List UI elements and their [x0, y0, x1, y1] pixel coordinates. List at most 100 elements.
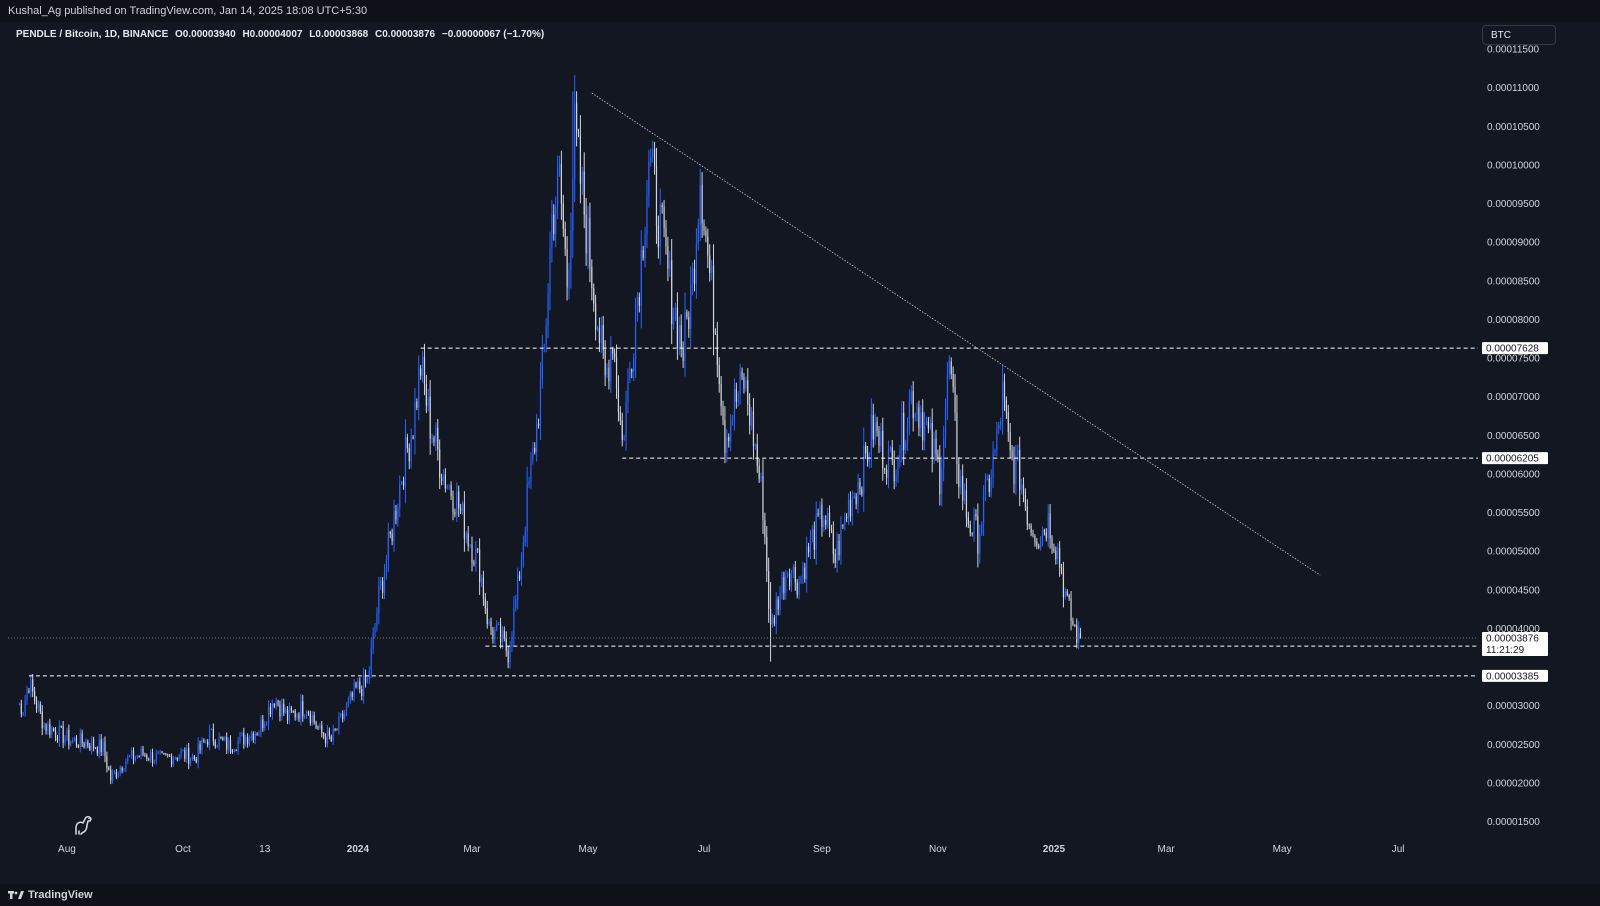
candle	[783, 571, 785, 600]
candle	[277, 699, 279, 707]
candle-body	[161, 751, 163, 753]
candle-body	[762, 476, 764, 521]
candle	[336, 728, 338, 731]
candle	[300, 693, 302, 726]
candle	[465, 531, 467, 544]
candle-body	[321, 725, 323, 734]
candle-body	[882, 431, 884, 469]
candle-body	[756, 444, 758, 467]
candle	[962, 464, 964, 511]
candle-body	[718, 364, 720, 385]
candle-body	[30, 679, 32, 693]
candle	[20, 699, 22, 718]
candle-body	[186, 748, 188, 759]
candle-body	[283, 703, 285, 713]
candle	[895, 469, 897, 487]
candle-body	[699, 184, 701, 225]
candle-body	[518, 575, 521, 580]
candle-body	[948, 361, 950, 375]
candle	[866, 445, 869, 467]
candle-body	[96, 748, 98, 754]
candle	[638, 292, 640, 313]
candle	[990, 469, 992, 498]
candle-body	[91, 739, 93, 750]
candle-body	[648, 161, 650, 196]
candle	[77, 744, 79, 749]
candle	[479, 538, 481, 596]
candle-body	[347, 699, 350, 706]
candle-body	[106, 756, 108, 768]
candle	[262, 714, 264, 732]
candle	[1076, 618, 1078, 649]
candle-body	[420, 368, 422, 376]
candle	[53, 727, 55, 732]
candle	[937, 449, 939, 463]
candle	[612, 346, 614, 360]
dinosaur-icon[interactable]	[72, 814, 96, 841]
candle-body	[1013, 457, 1015, 485]
currency-button[interactable]: BTC	[1482, 25, 1556, 45]
price-chart[interactable]: 0.00011500 0.00011000 0.00010500 0.00010000…	[8, 22, 1592, 884]
candle	[941, 456, 943, 507]
candle	[450, 481, 452, 501]
candle	[294, 708, 296, 721]
chart-panel[interactable]: 0.00011500 0.00011000 0.00010500 0.00010000…	[8, 22, 1592, 884]
candle	[368, 666, 370, 684]
candle-body	[766, 536, 768, 572]
candle	[547, 283, 549, 339]
candle	[1009, 422, 1011, 458]
candle-body	[1053, 548, 1055, 551]
candle	[184, 747, 186, 762]
tradingview-logo[interactable]: TradingView	[8, 889, 93, 901]
candle-body	[501, 630, 504, 643]
candle-body	[566, 248, 568, 288]
candle-body	[383, 572, 386, 593]
level-price-tag-text: 0.00003385	[1486, 671, 1539, 682]
candle-body	[294, 710, 296, 718]
candle	[414, 387, 416, 455]
candle	[614, 348, 616, 363]
candle-body	[305, 712, 308, 716]
candle	[343, 710, 346, 721]
candle	[267, 700, 270, 731]
candle-body	[1055, 550, 1057, 560]
candle-body	[442, 474, 445, 482]
candle	[382, 576, 384, 599]
candle	[220, 736, 222, 740]
candle-body	[745, 380, 747, 389]
candle-body	[574, 103, 576, 180]
candle-body	[693, 268, 696, 284]
candle-body	[85, 741, 87, 747]
price-tick-label: 0.00005500	[1487, 508, 1540, 519]
candle-body	[395, 511, 397, 520]
candle-body	[876, 422, 878, 431]
candle	[136, 754, 138, 759]
candle	[889, 445, 891, 453]
candle-body	[998, 424, 1000, 430]
candle-body	[629, 369, 631, 380]
candle-body	[954, 386, 956, 413]
candle-body	[58, 725, 60, 742]
legend-symbol[interactable]: PENDLE / Bitcoin, 1D, BINANCE	[16, 29, 169, 40]
candle-body	[916, 407, 918, 415]
candle	[1026, 499, 1028, 531]
candle-body	[454, 512, 456, 515]
candle	[399, 475, 401, 518]
candle-body	[650, 156, 652, 162]
candle-body	[286, 709, 289, 721]
candle-body	[950, 361, 952, 374]
candle-body	[610, 348, 612, 382]
candle-body	[201, 740, 203, 751]
candle-body	[903, 412, 905, 450]
candle-body	[248, 738, 251, 744]
candle-body	[199, 744, 201, 751]
candle	[131, 747, 133, 760]
candle	[589, 202, 591, 283]
time-axis: Aug Oct 13 2024 Mar May Jul Sep Nov 2025 Mar May Jul	[58, 844, 1404, 855]
candle-body	[608, 367, 610, 382]
candle	[819, 501, 821, 520]
candle	[1003, 373, 1006, 411]
candle	[676, 292, 678, 360]
candle-body	[429, 396, 431, 439]
candle-body	[319, 725, 321, 729]
